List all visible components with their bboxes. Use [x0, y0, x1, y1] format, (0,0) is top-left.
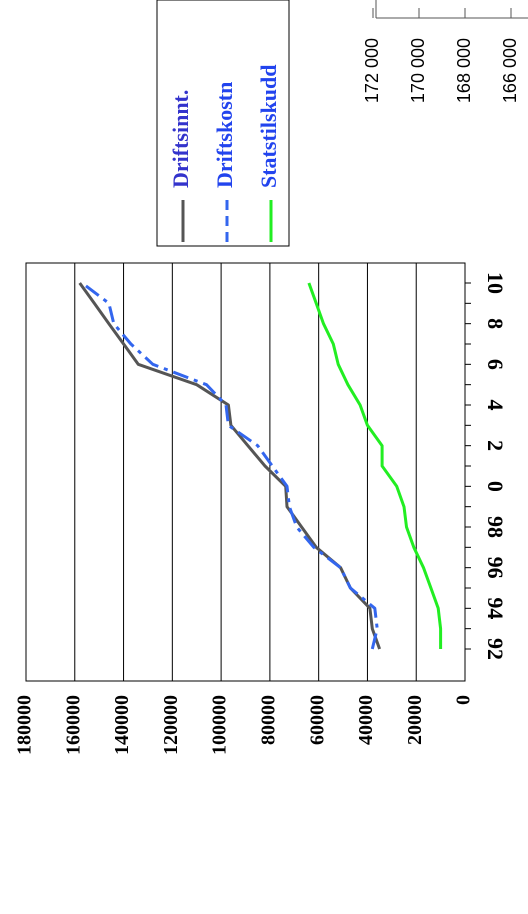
y-tick-label: 120000	[160, 695, 182, 755]
x-tick-label: 10	[483, 272, 508, 294]
x-tick-label: 94	[483, 597, 508, 619]
x-tick-label: 96	[483, 557, 508, 579]
legend-label: Statstilskudd	[256, 64, 281, 188]
y-tick-label: 160000	[62, 695, 84, 755]
x-tick-label: 8	[483, 318, 508, 329]
x-tick-label: 2	[483, 440, 508, 451]
plot-frame	[25, 262, 466, 682]
x-tick-label: 6	[483, 359, 508, 370]
side-tick-label: 172 000	[362, 38, 382, 103]
series-line-3	[307, 282, 443, 649]
y-tick-label: 20000	[404, 695, 426, 745]
legend-box	[156, 0, 290, 247]
side-tick-label: 170 000	[408, 38, 428, 103]
y-tick-label: 0	[453, 695, 475, 705]
y-tick-label: 100000	[209, 695, 231, 755]
side-tick-label: 166 000	[500, 38, 520, 103]
x-tick-label: 4	[483, 400, 508, 411]
legend-label: Driftskostn	[212, 82, 237, 188]
x-tick-label: 92	[483, 638, 508, 660]
series-line-2	[81, 281, 379, 650]
side-tick-label: 168 000	[454, 38, 474, 103]
y-tick-label: 40000	[355, 695, 377, 745]
y-tick-label: 180000	[14, 695, 36, 755]
legend-label: Driftsinnt.	[168, 90, 193, 188]
y-tick-label: 80000	[257, 695, 279, 745]
x-tick-label: 98	[483, 516, 508, 538]
x-tick-label: 0	[483, 481, 508, 492]
y-tick-label: 140000	[111, 695, 133, 755]
y-tick-label: 60000	[306, 695, 328, 745]
